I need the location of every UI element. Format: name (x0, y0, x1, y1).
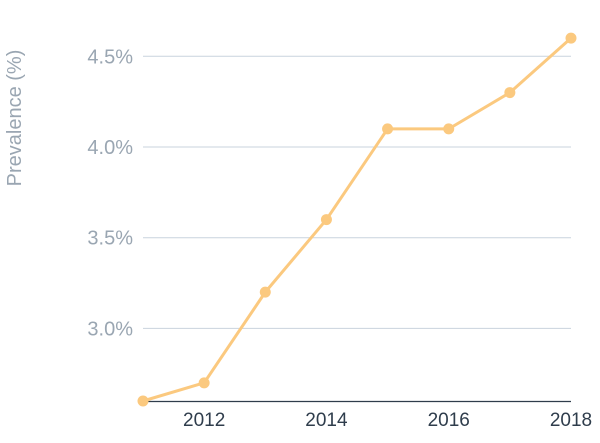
data-point-2016 (443, 123, 455, 135)
data-point-2018 (565, 32, 577, 44)
data-point-2011 (137, 395, 149, 407)
gridlines (143, 55, 571, 329)
y-tick-label-2: 4.0% (87, 137, 133, 159)
x-tick-label-0: 2012 (183, 410, 225, 431)
y-tick-label-3: 4.5% (87, 46, 133, 68)
series-group (137, 32, 577, 407)
data-point-2017 (504, 87, 516, 99)
x-tick-label-1: 2014 (305, 410, 348, 431)
data-point-2015 (382, 123, 394, 135)
y-axis-label: Prevalence (%) (4, 50, 26, 187)
data-point-2013 (259, 286, 271, 298)
data-point-2014 (320, 214, 332, 226)
x-tick-label-2: 2016 (428, 410, 470, 431)
y-tick-label-1: 3.5% (87, 228, 133, 250)
data-point-2012 (198, 377, 210, 389)
y-tick-label-0: 3.0% (87, 318, 133, 340)
series-line-0 (141, 36, 573, 403)
x-tick-label-3: 2018 (550, 410, 592, 431)
x-tick-labels: 2012 2014 2016 2018 (183, 410, 592, 431)
y-tick-labels: 3.0% 3.5% 4.0% 4.5% (87, 46, 133, 340)
